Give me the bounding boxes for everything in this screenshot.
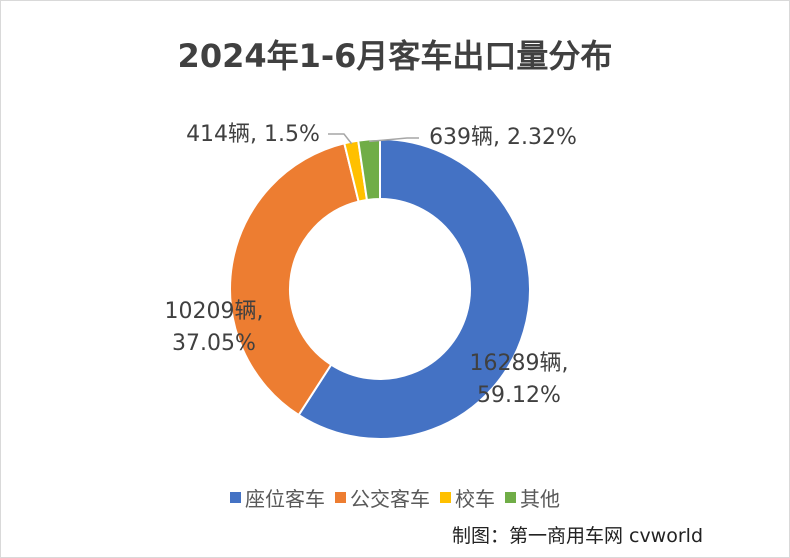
chart-title: 2024年1-6月客车出口量分布: [177, 37, 613, 75]
legend-swatch: [440, 492, 451, 503]
data-label-other: 639辆, 2.32%: [429, 125, 577, 150]
legend-swatch: [335, 492, 346, 503]
slice-city-bus: [229, 142, 360, 417]
legend: 座位客车 公交客车 校车 其他: [1, 483, 789, 512]
data-labels: 16289辆, 59.12% 10209辆, 37.05% 414辆, 1.5% 639辆…: [165, 122, 577, 408]
data-label-school-bus: 414辆, 1.5%: [186, 122, 320, 147]
data-label-seat-bus: 16289辆, 59.12%: [470, 351, 569, 408]
leader-lines: [328, 133, 419, 145]
legend-label: 座位客车: [245, 487, 325, 511]
legend-item-seat-bus: 座位客车: [230, 483, 325, 512]
legend-swatch: [505, 492, 516, 503]
donut-slices: [229, 137, 531, 440]
data-label-city-bus: 10209辆, 37.05%: [165, 299, 264, 356]
legend-item-school-bus: 校车: [440, 483, 495, 512]
slice-other: [357, 137, 381, 202]
legend-swatch: [230, 492, 241, 503]
leader-line: [369, 137, 419, 143]
slice-seat-bus: [297, 137, 531, 440]
credit-text: 制图：第一商用车网 cvworld: [451, 525, 703, 547]
leader-line: [328, 133, 353, 145]
legend-item-other: 其他: [505, 483, 560, 512]
legend-label: 公交客车: [350, 487, 430, 511]
legend-label: 其他: [520, 487, 560, 511]
legend-label: 校车: [455, 487, 495, 511]
legend-item-city-bus: 公交客车: [335, 483, 430, 512]
